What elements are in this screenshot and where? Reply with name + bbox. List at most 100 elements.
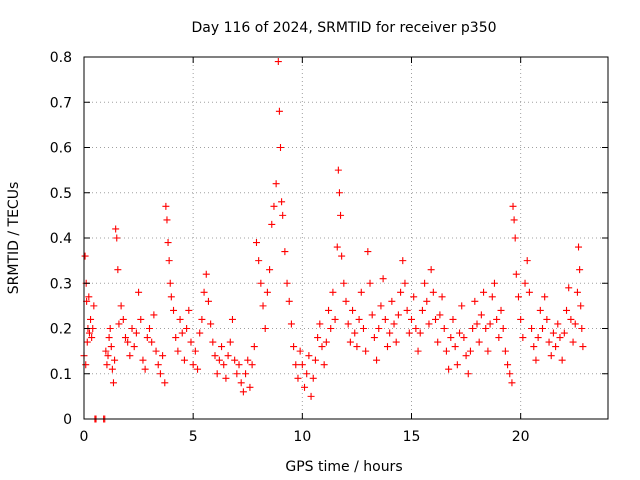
data-point xyxy=(552,343,560,351)
data-point xyxy=(81,252,89,260)
data-point xyxy=(549,329,557,337)
data-point xyxy=(509,202,517,210)
data-point xyxy=(416,329,424,337)
data-point xyxy=(327,325,335,332)
data-point xyxy=(161,379,169,387)
data-point xyxy=(501,347,509,355)
data-point xyxy=(274,58,282,66)
data-point xyxy=(224,352,232,360)
data-point xyxy=(233,370,241,378)
data-point xyxy=(261,325,269,332)
y-tick-label: 0.4 xyxy=(50,231,72,247)
data-point xyxy=(449,315,457,323)
data-point xyxy=(115,320,123,328)
data-point xyxy=(242,370,250,378)
data-point xyxy=(523,257,531,265)
data-point xyxy=(87,315,95,323)
data-point xyxy=(334,166,342,174)
data-point xyxy=(392,338,400,346)
data-point xyxy=(558,356,566,364)
data-point xyxy=(150,311,158,319)
data-point xyxy=(429,288,437,296)
data-point xyxy=(121,334,129,342)
data-point xyxy=(519,334,527,342)
data-point xyxy=(207,320,215,328)
data-point xyxy=(567,315,575,323)
data-point xyxy=(469,325,477,332)
data-point xyxy=(569,338,577,346)
data-point xyxy=(228,315,236,323)
data-point xyxy=(480,288,488,296)
data-point xyxy=(497,306,505,314)
data-point xyxy=(268,220,276,228)
data-point xyxy=(213,370,221,378)
data-point xyxy=(563,306,571,314)
data-point xyxy=(488,293,496,301)
data-point xyxy=(143,334,151,342)
data-point xyxy=(237,379,245,387)
data-point xyxy=(137,315,145,323)
data-point xyxy=(418,306,426,314)
data-point xyxy=(565,284,573,292)
x-tick-label: 0 xyxy=(80,429,89,445)
data-point xyxy=(383,343,391,351)
data-point xyxy=(547,352,555,360)
data-point xyxy=(517,315,525,323)
x-tick-label: 20 xyxy=(512,429,530,445)
data-point xyxy=(512,270,520,278)
data-point xyxy=(475,338,483,346)
data-point xyxy=(270,202,278,210)
data-point xyxy=(432,315,440,323)
data-point xyxy=(165,257,173,265)
data-point xyxy=(226,338,234,346)
data-point xyxy=(539,325,546,332)
data-point xyxy=(528,325,536,332)
data-point xyxy=(148,338,156,346)
data-point xyxy=(333,243,341,251)
y-tick-label: 0.6 xyxy=(50,141,72,157)
data-point xyxy=(536,306,544,314)
data-point xyxy=(124,338,132,346)
data-point xyxy=(405,329,413,337)
data-point xyxy=(484,347,492,355)
data-point xyxy=(170,306,178,314)
data-point xyxy=(183,325,191,332)
data-point xyxy=(325,306,333,314)
data-point xyxy=(235,361,243,369)
data-point xyxy=(202,270,210,278)
data-point xyxy=(490,279,498,287)
data-point xyxy=(499,325,507,332)
data-point xyxy=(410,293,418,301)
data-point xyxy=(368,311,376,319)
data-point xyxy=(90,302,98,310)
data-point xyxy=(545,338,553,346)
data-point xyxy=(85,293,93,301)
data-point xyxy=(189,361,197,369)
data-point xyxy=(187,338,195,346)
data-point xyxy=(126,352,134,360)
data-point xyxy=(139,356,147,364)
y-tick-label: 0 xyxy=(63,412,72,428)
data-point xyxy=(541,293,549,301)
data-point xyxy=(408,315,415,323)
data-point xyxy=(504,361,512,369)
data-point xyxy=(440,325,448,332)
data-point xyxy=(375,325,383,332)
x-axis-label: GPS time / hours xyxy=(285,459,402,475)
data-point xyxy=(209,338,217,346)
data-point xyxy=(172,334,180,342)
data-point xyxy=(425,320,433,328)
data-point xyxy=(146,325,153,332)
data-point xyxy=(462,352,470,360)
data-point xyxy=(109,379,117,387)
data-point xyxy=(351,329,359,337)
data-point xyxy=(434,338,442,346)
data-point xyxy=(458,302,466,310)
data-point xyxy=(114,266,122,274)
data-point xyxy=(322,338,330,346)
y-tick-label: 0.3 xyxy=(50,276,72,292)
data-point xyxy=(83,338,91,346)
data-point xyxy=(340,279,348,287)
data-point xyxy=(311,356,319,364)
data-point xyxy=(506,370,514,378)
